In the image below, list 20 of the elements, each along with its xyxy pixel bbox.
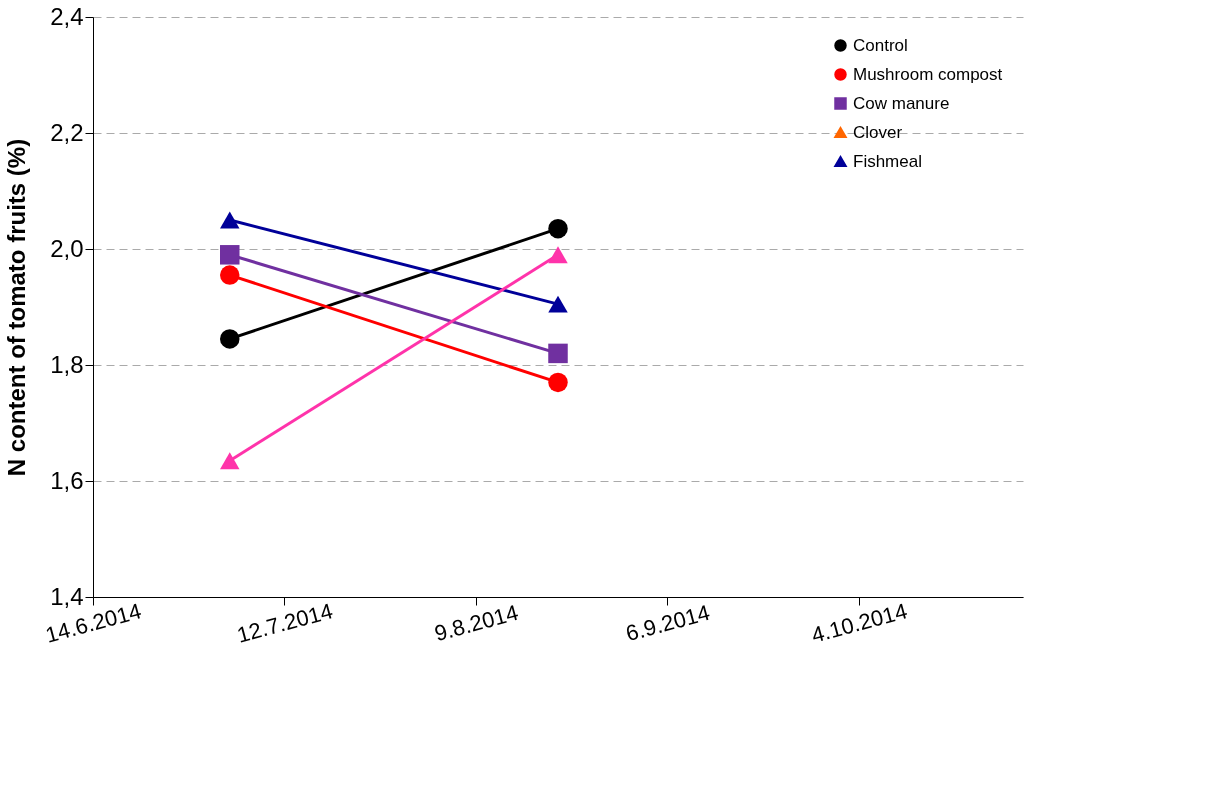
y-axis-title: N content of tomato fruits (%) (3, 138, 31, 477)
x-tick-label: 6.9.2014 (623, 599, 713, 647)
point (548, 343, 568, 364)
legend-label: Control (853, 35, 908, 55)
y-tick-label: 2,4 (50, 2, 84, 30)
x-tick-label: 9.8.2014 (431, 599, 521, 647)
x-tick-label: 4.10.2014 (808, 598, 910, 648)
y-tick-label: 2,2 (50, 118, 84, 146)
legend-label: Cow manure (853, 93, 950, 113)
legend-label: Clover (853, 122, 903, 142)
y-tick-label: 1,8 (50, 350, 84, 378)
point (220, 329, 240, 349)
y-tick-label: 1,6 (50, 466, 84, 494)
point (548, 372, 568, 393)
legend-label: Fishmeal (853, 151, 922, 171)
point (220, 245, 240, 265)
y-tick-label: 2,0 (50, 234, 84, 262)
point (220, 265, 240, 285)
legend-label: Mushroom compost (853, 64, 1003, 84)
point (548, 218, 568, 239)
